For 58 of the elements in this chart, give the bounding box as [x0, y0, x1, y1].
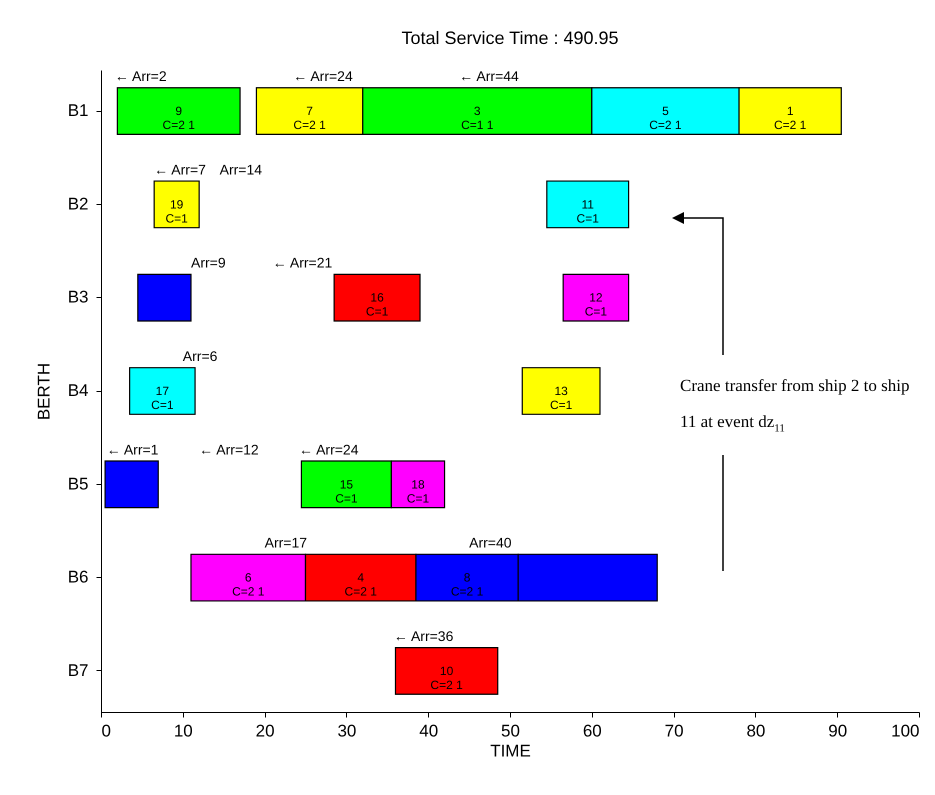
x-tick-label: 70: [664, 722, 684, 740]
x-tick-label: 10: [174, 722, 193, 740]
y-tick-label: B6: [68, 568, 88, 587]
annotation: 13 C=1: [550, 384, 573, 412]
annotation: Arr=6: [182, 348, 218, 364]
bar: [562, 274, 630, 322]
x-tick-label: 20: [256, 722, 275, 740]
annotation: Arr=40: [469, 534, 512, 551]
x-tick-label: 30: [337, 722, 356, 740]
y-tick-label: B3: [68, 288, 88, 307]
y-tick-label: B4: [68, 381, 88, 400]
annotation: ← Arr=44: [459, 68, 520, 84]
y-tick-label: B7: [68, 660, 88, 680]
annotation: ← Arr=2: [114, 68, 167, 84]
annotation: 10 C=2 1: [430, 664, 464, 692]
annotation: ← Arr=36: [394, 628, 454, 644]
annotation: 3 C=1 1: [461, 104, 494, 132]
bar: [334, 274, 421, 322]
annotation: ← Arr=7: [154, 161, 206, 178]
y-tick-label: B1: [68, 101, 88, 120]
x-tick-label: 100: [891, 722, 920, 740]
annotation: ← Arr=12: [199, 441, 259, 458]
annotation: 9 C=2 1: [162, 104, 196, 132]
annotation: ← Arr=24: [298, 441, 359, 458]
annotation: ← Arr=1: [106, 441, 159, 458]
annotation: 1 C=2 1: [774, 104, 807, 132]
annotation: 8 C=2 1: [450, 570, 484, 599]
y-axis-title: BERTH: [34, 362, 54, 420]
annotation: 11 C=1: [576, 197, 600, 226]
annotation: 18 C=1: [406, 477, 430, 506]
bar: [104, 460, 159, 508]
annotation: 4 C=2 1: [344, 570, 378, 599]
annotation: 19 C=1: [165, 197, 188, 226]
annotation: ← Arr=24: [293, 68, 353, 84]
x-tick-label: 50: [501, 722, 520, 740]
annotation: ← Arr=21: [272, 254, 333, 271]
annotation: Crane transfer from ship 2 to ship 11 at event dz$_{11}$: [680, 375, 910, 436]
y-tick-label: B5: [68, 474, 88, 494]
y-tick-label: B2: [68, 194, 88, 214]
x-tick-label: 0: [102, 722, 111, 740]
x-tick-label: 90: [828, 722, 848, 740]
annotation: 12 C=1: [584, 290, 608, 319]
bar: [137, 274, 192, 322]
annotation: 17 C=1: [151, 384, 174, 412]
annotation: 6 C=2 1: [232, 570, 265, 599]
annotation: Arr=17: [264, 534, 308, 551]
x-tick-label: 80: [746, 722, 766, 740]
annotation: 15 C=1: [335, 477, 358, 506]
x-tick-label: 40: [419, 722, 438, 740]
annotation: 16 C=1: [366, 290, 389, 319]
annotation: Arr=9: [190, 254, 226, 271]
bar: [116, 87, 241, 135]
annotation: Arr=14: [220, 161, 262, 178]
chart-title: Total Service Time : 490.95: [401, 28, 619, 48]
annotation: 7 C=2 1: [293, 104, 326, 132]
annotation: 5 C=2 1: [649, 104, 682, 132]
x-axis-title: TIME: [490, 742, 531, 760]
x-tick-label: 60: [582, 722, 602, 740]
